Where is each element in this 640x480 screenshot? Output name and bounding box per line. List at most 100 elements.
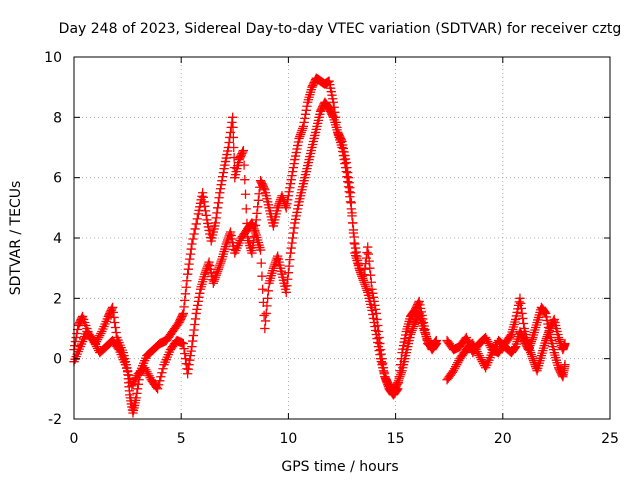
interp-point [200,201,210,211]
data-point [418,323,429,334]
interp-point [363,249,374,259]
interp-point [211,270,221,280]
y-tick-label: -2 [48,412,62,428]
interp-point [352,251,362,261]
interp-point [215,184,226,194]
interp-point [221,153,231,163]
interp-point [280,201,291,211]
interp-point [541,312,552,322]
interp-point [408,323,418,334]
data-point [193,209,204,219]
data-point [367,305,377,316]
interp-point [283,268,294,278]
interp-point [353,259,364,269]
interp-point [430,340,440,351]
interp-point [259,183,269,193]
data-point [255,245,266,255]
data-point [202,215,212,225]
interp-point [204,225,214,236]
interp-point [222,149,232,160]
interp-point [212,203,223,213]
interp-point [209,276,219,286]
interp-point [186,346,196,356]
data-point [219,163,229,174]
interp-point [394,374,404,384]
interp-point [374,345,384,356]
interp-point [215,258,226,268]
interp-point [343,173,354,183]
interp-point [365,270,376,280]
interp-point [210,274,220,284]
interp-point [422,333,432,344]
interp-point [421,331,431,342]
interp-point [132,388,142,399]
interp-point [121,363,132,373]
data-point [210,218,221,228]
interp-point [227,117,237,128]
interp-point [353,255,363,265]
data-point [182,269,193,279]
interp-point [340,158,350,169]
y-tick-label: 0 [53,352,62,368]
interp-point [211,213,221,223]
interp-point [516,303,527,314]
interp-point [293,137,304,147]
interp-point [192,300,203,311]
interp-point [193,296,204,306]
interp-point [184,259,194,269]
interp-point [71,332,81,343]
data-point [212,266,223,276]
interp-point [70,340,80,351]
interp-point [229,142,239,153]
interp-point [248,220,258,230]
interp-point [356,269,366,279]
data-point [294,133,304,144]
data-point [541,308,551,319]
interp-point [327,90,337,100]
interp-point [238,147,248,157]
interp-point [278,193,288,203]
interp-point [400,333,410,344]
interp-point [368,292,379,302]
interp-point [373,337,383,348]
interp-point [518,318,529,329]
data-point [187,341,197,352]
interp-point [241,204,251,214]
interp-point [288,233,298,243]
interp-point [510,342,520,353]
data-point [431,338,441,349]
interp-point [202,218,213,229]
interp-point [368,313,379,324]
interp-point [287,238,297,248]
interp-point [295,131,305,142]
x-tick-label: 0 [70,431,79,447]
interp-point [527,352,537,362]
interp-point [253,195,264,205]
interp-point [190,319,200,330]
interp-point [223,146,233,156]
interp-point [225,229,235,239]
interp-point [338,150,349,161]
interp-point [299,117,309,128]
interp-point [355,267,366,277]
interp-point [420,329,431,340]
interp-point [345,192,355,202]
data-point [523,344,534,355]
interp-point [192,304,202,315]
interp-point [300,113,310,123]
interp-point [325,80,335,90]
interp-point [215,260,225,270]
x-tick-label: 15 [387,431,405,447]
interp-point [413,298,424,308]
interp-point [258,297,269,308]
interp-point [214,193,224,203]
interp-point [250,226,260,236]
interp-point [361,283,371,293]
interp-point [283,274,293,284]
data-point [260,323,270,334]
data-point [363,242,373,252]
chart-title: Day 248 of 2023, Sidereal Day-to-day VTE… [59,21,622,37]
interp-point [291,211,301,221]
data-point [247,248,257,258]
x-tick-label: 5 [177,431,186,447]
